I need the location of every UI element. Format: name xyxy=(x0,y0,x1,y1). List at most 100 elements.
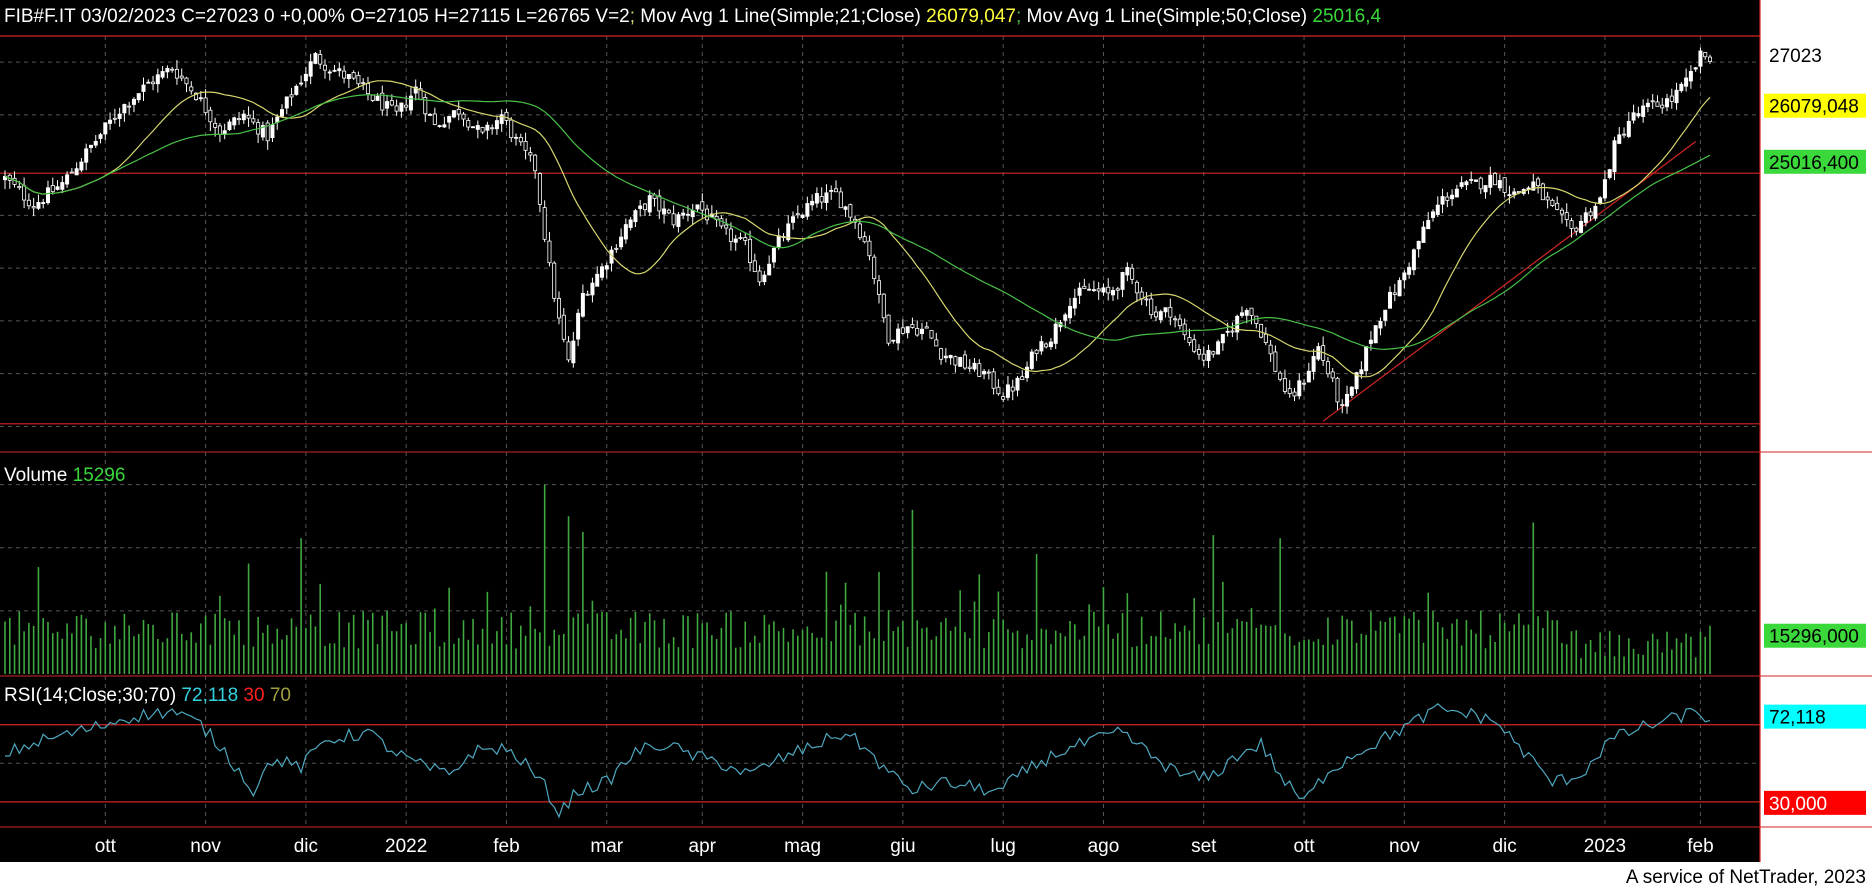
candle-body xyxy=(576,312,581,340)
candle-body xyxy=(442,124,447,128)
candle-body xyxy=(1316,346,1321,360)
candle-body xyxy=(1354,372,1359,390)
candle-body xyxy=(1345,393,1350,407)
candle-body xyxy=(834,188,839,193)
last-price-tag-text: 27023 xyxy=(1769,46,1822,67)
candle-body xyxy=(22,185,27,201)
candle-body xyxy=(313,53,318,64)
candle-body xyxy=(471,126,476,129)
candle-body xyxy=(1416,240,1421,250)
candle-body xyxy=(1311,356,1316,372)
candle-body xyxy=(1225,330,1230,333)
candle-body xyxy=(1010,386,1015,392)
candle-body xyxy=(1502,177,1507,193)
candle-body xyxy=(1679,83,1684,92)
candle-body xyxy=(303,73,308,82)
candle-body xyxy=(131,98,136,105)
candle-body xyxy=(1249,307,1254,316)
candle-body xyxy=(217,125,222,135)
candle-body xyxy=(408,95,413,111)
candle-body xyxy=(365,83,370,95)
candle-body xyxy=(1268,344,1273,355)
candle-body xyxy=(580,293,585,317)
candle-body xyxy=(848,204,853,218)
candle-body xyxy=(1091,289,1096,292)
candle-body xyxy=(399,102,404,112)
candle-body xyxy=(800,214,805,218)
candle-body xyxy=(1273,351,1278,372)
x-tick-label: apr xyxy=(689,836,717,857)
candle-body xyxy=(69,171,74,174)
candle-body xyxy=(74,168,79,176)
moving-average-lines xyxy=(4,80,1711,378)
candle-body xyxy=(1622,133,1627,136)
candle-body xyxy=(112,117,117,120)
candle-body xyxy=(1153,311,1158,318)
candle-body xyxy=(385,101,390,109)
candle-body xyxy=(1297,380,1302,397)
candle-body xyxy=(1340,404,1345,406)
candle-body xyxy=(595,273,600,287)
candle-body xyxy=(1053,323,1058,344)
candle-body xyxy=(432,113,437,125)
candle-body xyxy=(628,219,633,228)
candle-body xyxy=(1177,318,1182,327)
candle-body xyxy=(299,82,304,85)
price-tick-label: 22000 xyxy=(1768,312,1821,333)
candle-body xyxy=(356,74,361,85)
x-tick-label: nov xyxy=(1389,836,1420,857)
candle-body xyxy=(1101,287,1106,293)
candle-body xyxy=(1173,318,1178,321)
candle-body xyxy=(1655,101,1660,107)
candle-body xyxy=(910,324,915,328)
candle-body xyxy=(494,120,499,130)
candle-body xyxy=(1335,377,1340,403)
candle-body xyxy=(1087,288,1092,291)
candle-body xyxy=(413,86,418,94)
candle-body xyxy=(619,236,624,248)
candle-body xyxy=(676,214,681,227)
x-tick-label: feb xyxy=(1687,836,1713,857)
candle-body xyxy=(862,236,867,243)
candle-body xyxy=(771,247,776,263)
candle-body xyxy=(1483,185,1488,193)
candle-body xyxy=(829,190,834,192)
candle-body xyxy=(743,237,748,241)
candle-body xyxy=(1149,298,1154,316)
candle-body xyxy=(504,111,509,121)
x-tick-label: mag xyxy=(784,836,821,857)
candle-body xyxy=(824,192,829,203)
instrument-summary: FIB#F.IT 03/02/2023 C=27023 0 +0,00% O=2… xyxy=(4,6,630,27)
candle-body xyxy=(1688,70,1693,82)
candle-body xyxy=(170,68,175,71)
candle-body xyxy=(857,223,862,239)
candle-body xyxy=(1034,349,1039,355)
candle-body xyxy=(179,75,184,79)
price-header: FIB#F.IT 03/02/2023 C=27023 0 +0,00% O=2… xyxy=(4,6,1382,27)
candle-body xyxy=(1430,211,1435,218)
x-tick-label: feb xyxy=(493,836,519,857)
candle-body xyxy=(509,119,514,139)
candle-body xyxy=(657,195,662,212)
volume-value: 15296 xyxy=(67,465,125,486)
volume-bars xyxy=(4,484,1711,674)
candle-body xyxy=(886,314,891,344)
candle-body xyxy=(948,354,953,359)
candle-body xyxy=(337,68,342,72)
candle-body xyxy=(939,348,944,360)
candle-body xyxy=(423,97,428,115)
candle-body xyxy=(1325,361,1330,375)
candle-body xyxy=(1077,287,1082,296)
candle-body xyxy=(767,263,772,276)
candle-body xyxy=(623,224,628,240)
candle-body xyxy=(843,206,848,210)
candle-body xyxy=(1550,199,1555,206)
candle-body xyxy=(1674,89,1679,104)
candle-body xyxy=(237,118,242,121)
ma21-label: Mov Avg 1 Line(Simple;21;Close) xyxy=(635,6,921,27)
candle-body xyxy=(108,119,113,124)
candle-body xyxy=(31,206,36,209)
candle-body xyxy=(1660,104,1665,109)
candle-body xyxy=(1540,183,1545,201)
candle-body xyxy=(79,161,84,171)
